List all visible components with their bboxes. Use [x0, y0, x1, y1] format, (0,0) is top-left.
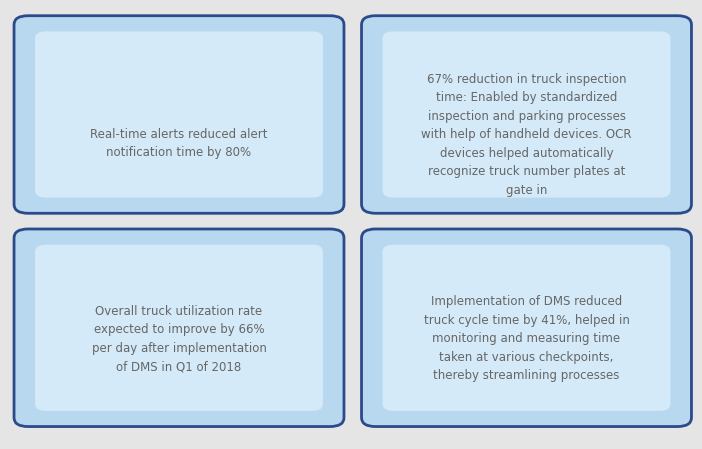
FancyBboxPatch shape — [362, 16, 691, 213]
Text: Implementation of DMS reduced
truck cycle time by 41%, helped in
monitoring and : Implementation of DMS reduced truck cycl… — [423, 295, 630, 383]
FancyBboxPatch shape — [35, 31, 323, 198]
FancyBboxPatch shape — [35, 245, 323, 411]
Text: 67% reduction in truck inspection
time: Enabled by standardized
inspection and p: 67% reduction in truck inspection time: … — [421, 73, 632, 197]
Text: Overall truck utilization rate
expected to improve by 66%
per day after implemen: Overall truck utilization rate expected … — [91, 305, 267, 373]
FancyBboxPatch shape — [383, 245, 670, 411]
FancyBboxPatch shape — [362, 229, 691, 427]
FancyBboxPatch shape — [14, 229, 344, 427]
FancyBboxPatch shape — [14, 16, 344, 213]
Text: Real-time alerts reduced alert
notification time by 80%: Real-time alerts reduced alert notificat… — [91, 128, 267, 159]
FancyBboxPatch shape — [383, 31, 670, 198]
